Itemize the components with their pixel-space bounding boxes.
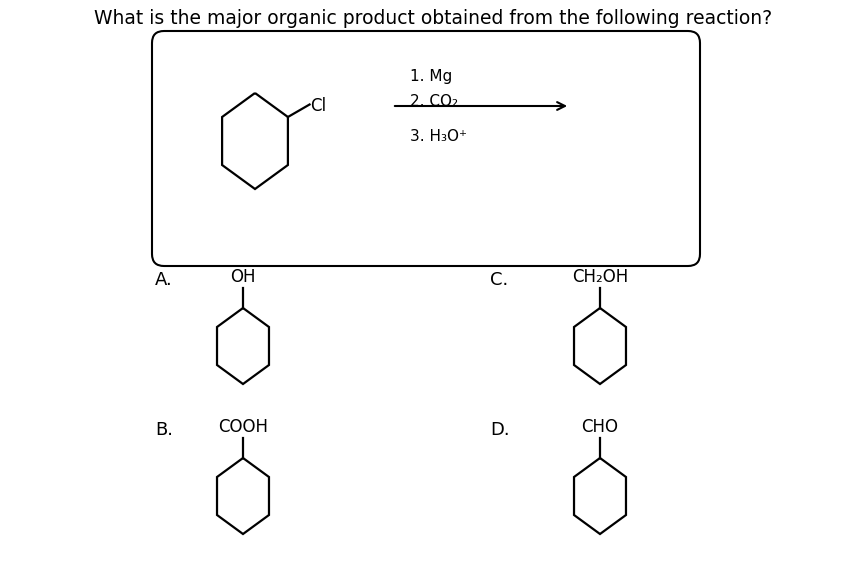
- Text: 3. H₃O⁺: 3. H₃O⁺: [410, 128, 467, 144]
- Text: C.: C.: [490, 271, 508, 289]
- Text: CH₂OH: CH₂OH: [572, 268, 628, 286]
- Text: 2. CO₂: 2. CO₂: [410, 94, 458, 108]
- Text: 1. Mg: 1. Mg: [410, 68, 452, 84]
- Text: Cl: Cl: [311, 96, 326, 114]
- Text: CHO: CHO: [581, 418, 618, 436]
- FancyBboxPatch shape: [152, 31, 700, 266]
- Text: A.: A.: [155, 271, 172, 289]
- Text: D.: D.: [490, 421, 509, 439]
- Text: COOH: COOH: [218, 418, 268, 436]
- Text: What is the major organic product obtained from the following reaction?: What is the major organic product obtain…: [94, 9, 772, 28]
- Text: OH: OH: [230, 268, 255, 286]
- Text: B.: B.: [155, 421, 173, 439]
